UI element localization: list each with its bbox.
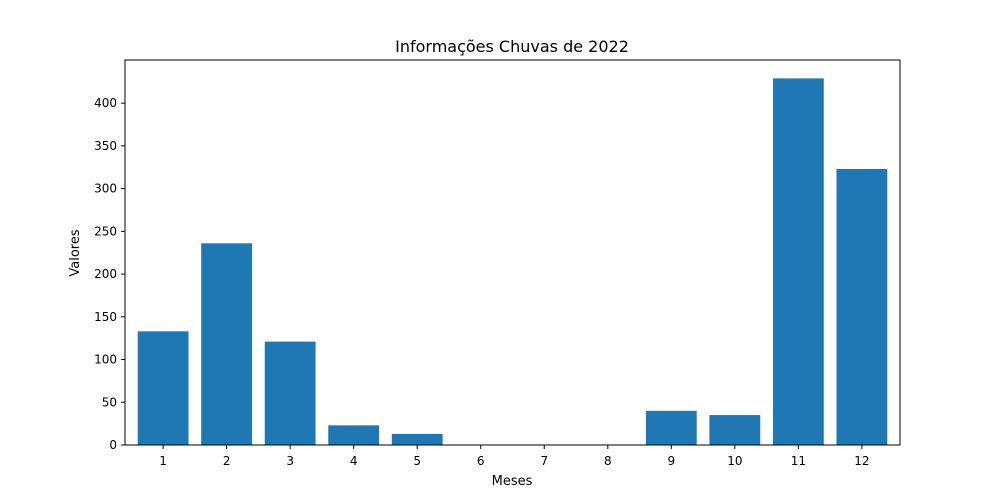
y-tick-label: 0 bbox=[109, 438, 117, 452]
y-tick-label: 400 bbox=[94, 96, 117, 110]
bar-month-11 bbox=[772, 78, 824, 446]
y-tick-label: 50 bbox=[102, 395, 117, 409]
x-tick-label: 9 bbox=[667, 454, 675, 468]
x-tick-label: 1 bbox=[159, 454, 167, 468]
x-tick-label: 3 bbox=[286, 454, 294, 468]
plot-frame bbox=[124, 59, 901, 446]
x-axis-ticks: 1 2 3 4 5 6 7 8 9 10 11 12 bbox=[159, 445, 870, 468]
x-tick-label: 6 bbox=[477, 454, 485, 468]
y-axis-label: Valores bbox=[68, 229, 83, 276]
x-tick-label: 2 bbox=[223, 454, 231, 468]
bar-month-4 bbox=[328, 425, 380, 445]
bars-group bbox=[137, 78, 888, 446]
x-tick-label: 12 bbox=[854, 454, 869, 468]
y-tick-label: 350 bbox=[94, 139, 117, 153]
x-axis-label: Meses bbox=[492, 474, 533, 489]
chart-title: Informações Chuvas de 2022 bbox=[395, 37, 629, 56]
bar-month-2 bbox=[201, 243, 253, 445]
x-tick-label: 10 bbox=[727, 454, 742, 468]
x-tick-label: 11 bbox=[791, 454, 806, 468]
x-tick-label: 8 bbox=[604, 454, 612, 468]
bar-month-1 bbox=[137, 331, 189, 445]
bar-month-3 bbox=[264, 341, 316, 445]
y-tick-label: 150 bbox=[94, 310, 117, 324]
y-tick-label: 100 bbox=[94, 353, 117, 367]
bar-month-9 bbox=[645, 410, 697, 445]
x-tick-label: 7 bbox=[540, 454, 548, 468]
x-tick-label: 4 bbox=[350, 454, 358, 468]
y-tick-label: 200 bbox=[94, 267, 117, 281]
bar-month-10 bbox=[709, 415, 761, 445]
x-tick-label: 5 bbox=[413, 454, 421, 468]
y-axis-ticks: 0 50 100 150 200 250 300 350 400 bbox=[94, 96, 125, 452]
bar-month-5 bbox=[391, 433, 443, 445]
y-tick-label: 250 bbox=[94, 224, 117, 238]
bar-month-12 bbox=[836, 168, 888, 445]
y-tick-label: 300 bbox=[94, 182, 117, 196]
